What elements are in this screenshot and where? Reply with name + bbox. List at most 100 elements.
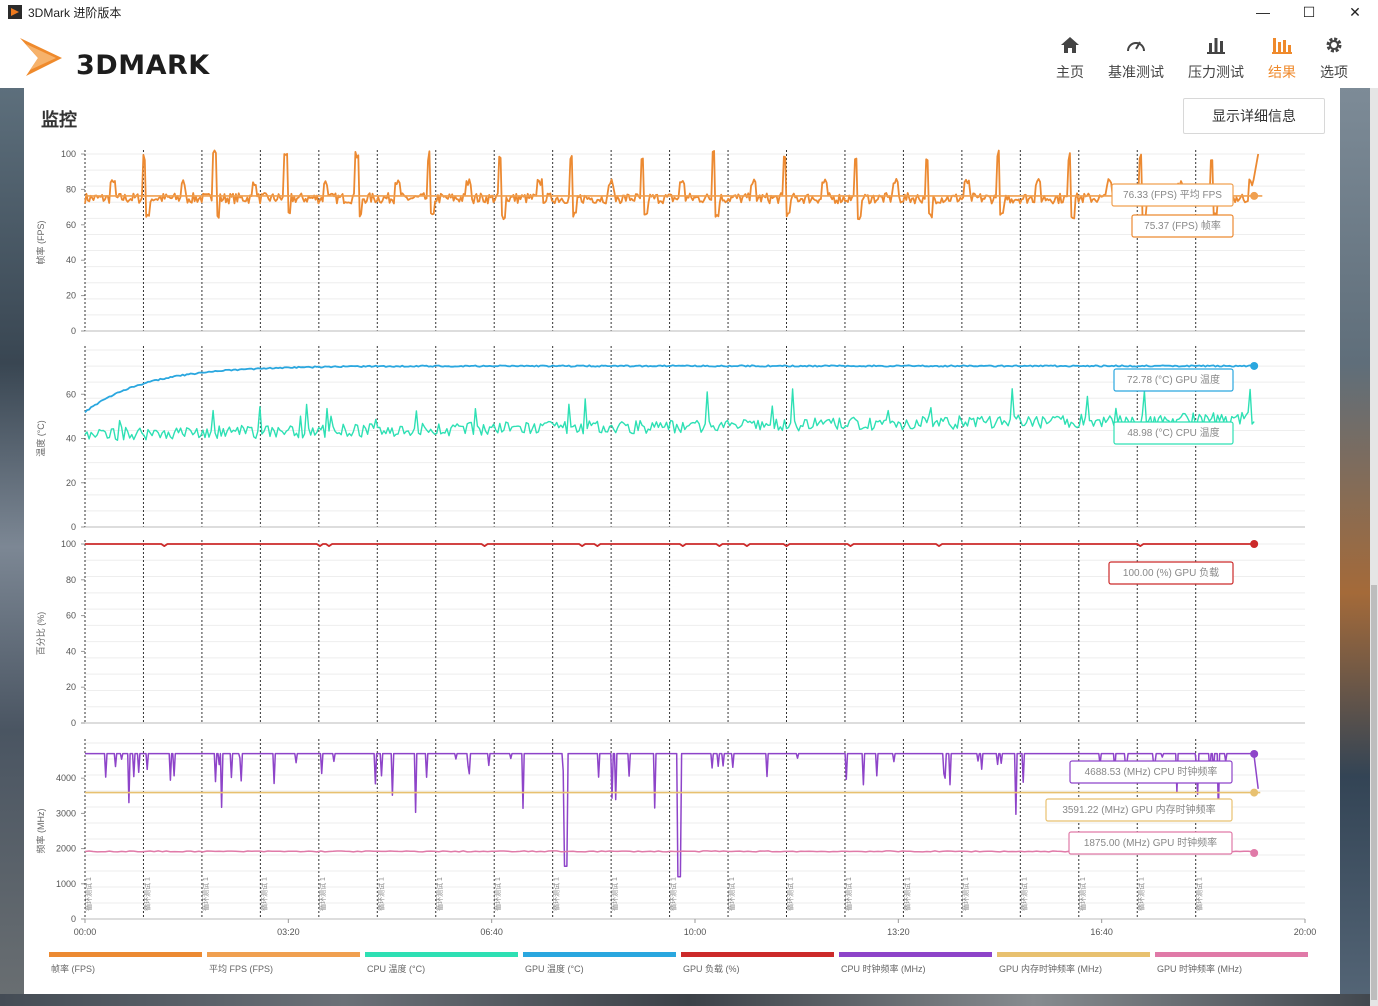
x-axis: 00:00 03:20 06:40 10:00 13:20 16:40 20:00: [74, 919, 1317, 937]
title-bar: 3DMark 进阶版本 — ☐ ✕: [0, 0, 1378, 24]
y-axis-label: 频率 (MHz): [35, 809, 46, 854]
loop-marker-label: 循环测试 1: [1019, 877, 1028, 911]
legend-swatch: [207, 952, 360, 957]
3dmark-logo[interactable]: 3DMARK: [16, 34, 216, 81]
nav-home[interactable]: 主页: [1056, 32, 1084, 82]
y-tick-label: 40: [66, 255, 76, 265]
legend-item[interactable]: 平均 FPS (FPS): [207, 952, 360, 974]
legend-item[interactable]: GPU 内存时钟频率 (MHz): [997, 952, 1150, 974]
callout-label: 1875.00 (MHz) GPU 时钟频率: [1084, 836, 1217, 849]
callout-label: 72.78 (°C) GPU 温度: [1127, 373, 1220, 386]
callout-avg-fps: 76.33 (FPS) 平均 FPS: [1111, 183, 1234, 207]
x-tick-label: 06:40: [480, 927, 503, 937]
callout-fps: 75.37 (FPS) 帧率: [1131, 214, 1234, 238]
show-details-button[interactable]: 显示详细信息: [1183, 98, 1325, 134]
loop-marker-label: 循环测试 1: [552, 877, 561, 911]
loop-marker-label: 循环测试 1: [376, 877, 385, 911]
loop-marker-label: 循环测试 1: [142, 877, 151, 911]
nav-options[interactable]: 选项: [1320, 32, 1348, 82]
results-chart-icon: [1271, 32, 1293, 58]
legend-label: GPU 温度 (°C): [525, 963, 584, 974]
y-tick-label: 40: [66, 434, 76, 444]
app-header: 3DMARK 主页 基准测试 压力测试 结果: [0, 24, 1378, 88]
loop-marker-label: 循环测试 1: [844, 877, 853, 911]
maximize-button[interactable]: ☐: [1302, 3, 1316, 20]
window-controls: — ☐ ✕: [1240, 0, 1378, 24]
loop-marker-label: 循环测试 1: [786, 877, 795, 911]
callout-label: 75.37 (FPS) 帧率: [1144, 219, 1221, 232]
nav-stress-tests[interactable]: 压力测试: [1188, 32, 1244, 82]
cpu-temp-series-line: [84, 388, 1255, 441]
nav-stress-tests-label: 压力测试: [1188, 64, 1244, 80]
y-tick-label: 80: [66, 575, 76, 585]
y-tick-label: 60: [66, 389, 76, 399]
gpu-clock-series-line: [84, 850, 1253, 853]
legend-item[interactable]: GPU 温度 (°C): [523, 952, 676, 974]
y-tick-label: 20: [66, 291, 76, 301]
x-tick-label: 03:20: [277, 927, 300, 937]
scrollbar-track[interactable]: [1370, 88, 1378, 1006]
legend-swatch: [365, 952, 518, 957]
legend-item[interactable]: CPU 温度 (°C): [365, 952, 518, 974]
y-tick-label: 100: [61, 539, 76, 549]
loop-marker-label: 循环测试 1: [201, 877, 210, 911]
nav-home-label: 主页: [1056, 64, 1084, 80]
legend-label: GPU 内存时钟频率 (MHz): [999, 963, 1102, 974]
background-art-bottom: [0, 994, 1378, 1006]
loop-marker-label: 循环测试 1: [669, 877, 678, 911]
legend-item[interactable]: GPU 负载 (%): [681, 952, 834, 974]
gpu-temp-series-line: [84, 364, 1255, 413]
chart-panel-4: 0 1000 2000 3000 4000 频率 (MHz) 4688.53 (MHz) C…: [35, 739, 1305, 924]
x-tick-label: 16:40: [1090, 927, 1113, 937]
y-tick-label: 100: [61, 149, 76, 159]
close-button[interactable]: ✕: [1349, 3, 1361, 20]
callout-gpu-load: 100.00 (%) GPU 负载: [1108, 561, 1234, 585]
y-axis-label: 温度 (°C): [35, 420, 46, 457]
legend-label: GPU 时钟频率 (MHz): [1157, 963, 1242, 974]
x-tick-label: 20:00: [1294, 927, 1317, 937]
nav-benchmarks[interactable]: 基准测试: [1108, 32, 1164, 82]
scrollbar-thumb[interactable]: [1371, 585, 1377, 1000]
loop-marker-label: 循环测试 1: [902, 877, 911, 911]
x-tick-label: 13:20: [887, 927, 910, 937]
gauge-icon: [1125, 32, 1147, 58]
legend-swatch: [49, 952, 202, 957]
gpu-clock-end-dot: [1250, 849, 1259, 857]
gpu-load-end-dot: [1250, 540, 1259, 548]
callout-label: 100.00 (%) GPU 负载: [1123, 566, 1219, 579]
y-tick-label: 60: [66, 220, 76, 230]
callout-label: 4688.53 (MHz) CPU 时钟频率: [1085, 765, 1218, 778]
legend-label: CPU 时钟频率 (MHz): [841, 963, 926, 974]
callout-label: 48.98 (°C) CPU 温度: [1127, 426, 1219, 439]
nav-benchmarks-label: 基准测试: [1108, 64, 1164, 80]
loop-marker-label: 循环测试 1: [1078, 877, 1087, 911]
monitoring-panel: 监控 显示详细信息 0 20 40 60 80 100 帧率 (FPS) 76.33 (FPS…: [24, 88, 1340, 994]
loop-marker-label: 循环测试 1: [318, 877, 327, 911]
fps-series-line: [84, 149, 1260, 221]
chart-legend: 帧率 (FPS) 平均 FPS (FPS) CPU 温度 (°C) GPU 温度 (°…: [49, 952, 1308, 974]
minimize-button[interactable]: —: [1256, 4, 1270, 20]
y-tick-label: 80: [66, 184, 76, 194]
loop-marker-label: 循环测试 1: [1195, 877, 1204, 911]
loop-marker-label: 循环测试 1: [1136, 877, 1145, 911]
legend-label: 平均 FPS (FPS): [209, 963, 273, 974]
chart-panel-3: 0 20 40 60 80 100 百分比 (%) 100.00 (%) GPU 负载: [35, 539, 1305, 728]
legend-swatch: [523, 952, 676, 957]
y-axis-label: 帧率 (FPS): [35, 220, 46, 264]
window-title: 3DMark 进阶版本: [28, 5, 122, 20]
callout-label: 3591.22 (MHz) GPU 内存时钟频率: [1062, 803, 1215, 816]
legend-item[interactable]: GPU 时钟频率 (MHz): [1155, 952, 1308, 974]
y-tick-label: 1000: [56, 879, 76, 889]
main-nav: 主页 基准测试 压力测试 结果 选项: [1032, 32, 1348, 82]
legend-item[interactable]: 帧率 (FPS): [49, 952, 202, 974]
loop-marker-label: 循环测试 1: [727, 877, 736, 911]
callout-gpu-mem-clock: 3591.22 (MHz) GPU 内存时钟频率: [1045, 798, 1233, 822]
callout-label: 76.33 (FPS) 平均 FPS: [1123, 189, 1222, 201]
nav-results[interactable]: 结果: [1268, 32, 1296, 82]
bar-chart-icon: [1206, 32, 1226, 58]
legend-item[interactable]: CPU 时钟频率 (MHz): [839, 952, 992, 974]
callout-gpu-clock: 1875.00 (MHz) GPU 时钟频率: [1068, 831, 1233, 855]
y-tick-label: 2000: [56, 844, 76, 854]
nav-options-label: 选项: [1320, 64, 1348, 80]
cpu-clock-series-line: [85, 752, 1259, 878]
